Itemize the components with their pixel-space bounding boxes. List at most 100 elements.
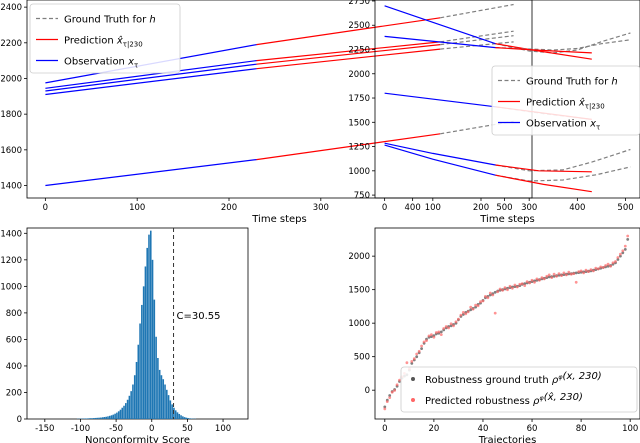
predicted-point (542, 277, 546, 281)
histogram-bar (100, 417, 102, 419)
histogram-bar (94, 417, 97, 419)
prediction-line (256, 44, 441, 65)
predicted-point (614, 260, 617, 263)
prediction-line (256, 133, 441, 161)
histogram-bar (119, 409, 122, 419)
x-tick-label: 200 (473, 203, 489, 213)
predicted-point (513, 283, 517, 287)
predicted-point (410, 360, 414, 363)
predicted-point (547, 273, 551, 277)
legend-label: Ground Truth for h (64, 15, 156, 26)
x-tick-label: 0 (43, 203, 48, 213)
histogram-bar (92, 418, 95, 419)
legend-label: Ground Truth for h (526, 77, 618, 88)
histogram-bar (84, 418, 86, 419)
predicted-point (464, 312, 468, 316)
y-tick-label: 1750 (348, 94, 370, 104)
predicted-point (572, 272, 576, 275)
histogram-bar (174, 410, 177, 419)
predicted-point (582, 271, 585, 275)
y-tick-label: 2500 (348, 21, 370, 31)
y-tick-label: 2750 (348, 0, 370, 7)
bottom-left-x-axis-label: Nonconformity Score (85, 435, 190, 443)
predicted-point (579, 269, 583, 273)
prediction-line (256, 48, 441, 70)
predicted-point (528, 281, 531, 285)
histogram-bar (98, 417, 100, 419)
ground-truth-point (523, 282, 527, 285)
predicted-point (552, 272, 556, 276)
ground-truth-point (488, 293, 492, 297)
y-tick-label: 0 (365, 386, 370, 396)
ground-truth-point (410, 362, 414, 365)
histogram-bar (132, 384, 134, 419)
predicted-point (484, 295, 487, 298)
predicted-point (486, 296, 490, 300)
histogram-bar (171, 404, 173, 419)
y-tick-label: 2400 (0, 3, 22, 13)
y-tick-label: 1000 (348, 319, 370, 329)
predicted-point (425, 339, 428, 342)
predicted-point (474, 303, 477, 307)
legend-box (400, 366, 638, 413)
histogram-bar (117, 411, 120, 419)
histogram-bar (149, 230, 152, 419)
ground-truth-point (493, 290, 497, 294)
ground-truth-point (474, 305, 477, 309)
predicted-point (442, 327, 446, 330)
predicted-point (447, 326, 450, 330)
histogram-bar (157, 357, 159, 419)
histogram-bar (151, 259, 154, 419)
y-tick-label: 1400 (0, 229, 22, 239)
histogram-bar (123, 405, 125, 419)
predicted-point (501, 288, 504, 292)
histogram-bar (101, 417, 104, 419)
ground-truth-point (449, 324, 453, 328)
predicted-point (498, 287, 502, 291)
x-tick-label: 200 (221, 203, 237, 213)
x-tick-label: 400 (569, 203, 585, 213)
predicted-point (496, 290, 500, 294)
predicted-point (444, 325, 448, 328)
histogram-bars: C=30.55 (76, 228, 221, 420)
predicted-point (533, 280, 536, 284)
ground-truth-point (439, 330, 443, 334)
histogram-bar (148, 234, 150, 419)
predicted-point (506, 288, 509, 292)
predicted-point (621, 249, 625, 253)
ground-truth-point (574, 271, 578, 275)
predicted-point (616, 256, 620, 259)
scatter-points (383, 234, 630, 411)
predicted-point (555, 274, 558, 278)
histogram-bar (142, 286, 145, 419)
observation-line (384, 92, 496, 108)
predicted-point (596, 267, 600, 271)
predicted-point (488, 291, 492, 295)
bottom-left-axes: -150 -100 -50 0 50 10002004006008001000120014… (0, 227, 249, 443)
observation-line (45, 159, 257, 187)
predicted-point (422, 340, 426, 344)
histogram-bar (155, 336, 157, 419)
x-tick-label: -50 (109, 424, 123, 434)
prediction-line (256, 17, 441, 46)
top-right-x-axis-label: Time steps (479, 214, 535, 225)
predicted-point (540, 276, 544, 279)
ground-truth-line (495, 148, 631, 172)
histogram-bar (160, 375, 163, 419)
predicted-point (412, 357, 416, 361)
x-tick-label: 300 (521, 203, 537, 213)
x-tick-label: 100 (215, 424, 231, 434)
y-tick-label: 1500 (348, 118, 370, 128)
histogram-bar (107, 416, 109, 419)
predicted-point (545, 274, 549, 278)
histogram-bar (146, 247, 148, 419)
x-tick-label: 50 (182, 424, 193, 434)
predicted-point (493, 311, 497, 315)
histogram-bar (169, 400, 172, 419)
x-tick-label: 100 (425, 203, 441, 213)
predicted-point (601, 266, 605, 269)
histogram-bar (96, 417, 99, 419)
y-tick-label: 800 (6, 309, 22, 319)
y-tick-label: 2000 (0, 74, 22, 84)
